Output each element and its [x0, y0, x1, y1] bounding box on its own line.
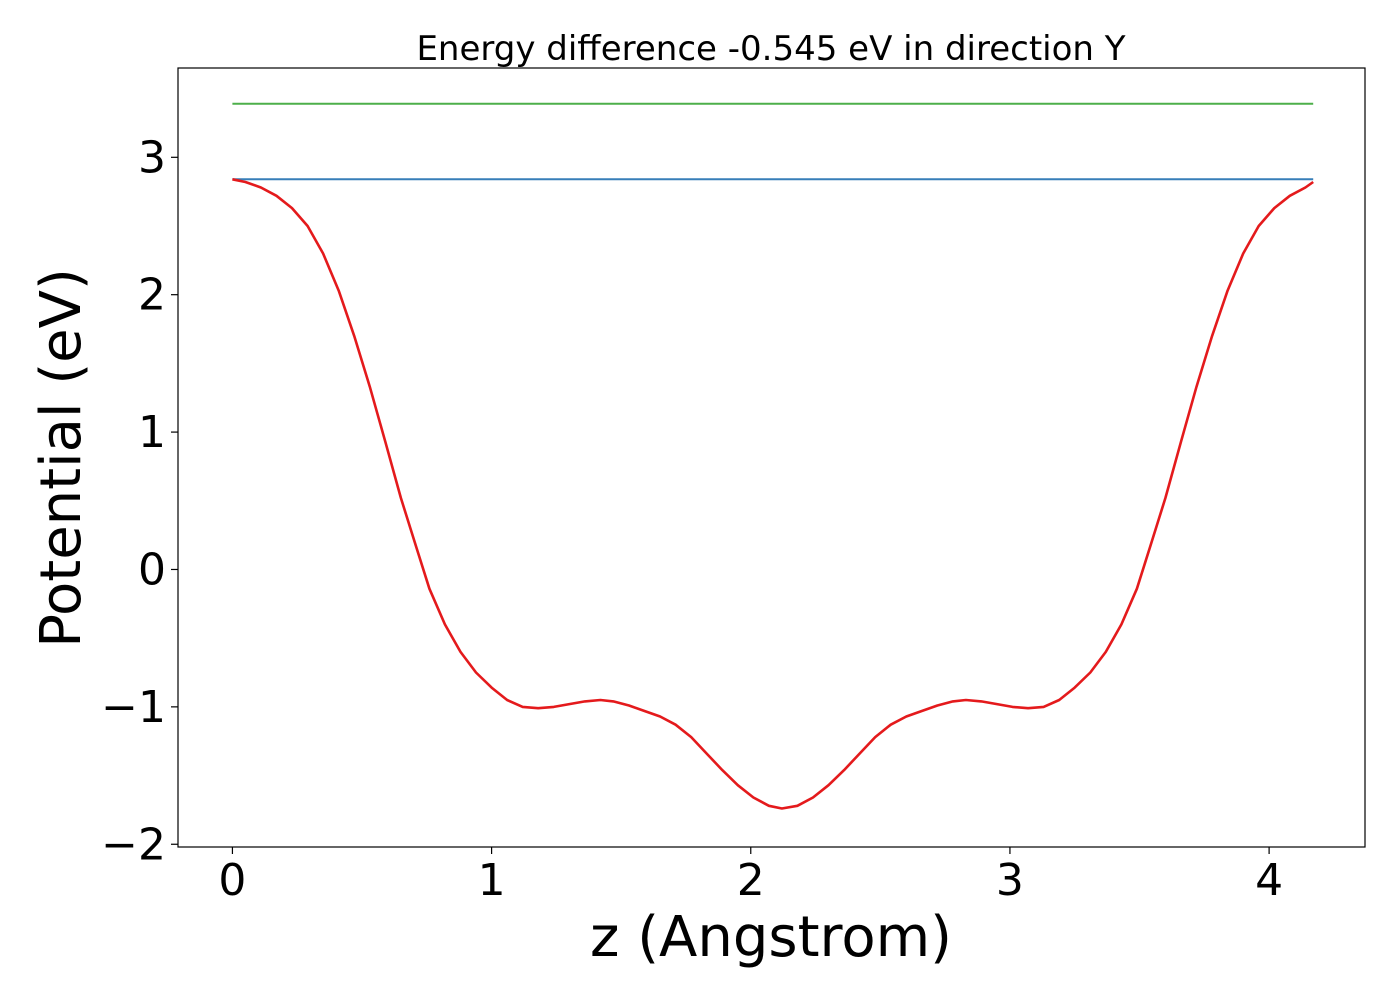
x-axis-ticks: 0 1 2 3 4 [218, 847, 1283, 906]
y-tick-label: −1 [101, 682, 166, 733]
x-tick-label: 4 [1255, 855, 1283, 906]
y-axis-label: Potential (eV) [29, 268, 94, 648]
y-tick-label: 0 [138, 544, 166, 595]
x-tick-label: 0 [218, 855, 246, 906]
y-axis-ticks: −2 −1 0 1 2 3 [101, 132, 178, 870]
series-line-2 [232, 178, 1314, 810]
chart-title: Energy difference -0.545 eV in direction… [416, 29, 1125, 69]
y-tick-label: 1 [138, 407, 166, 458]
x-tick-label: 2 [737, 855, 765, 906]
y-tick-label: 2 [138, 270, 166, 321]
x-tick-label: 3 [996, 855, 1024, 906]
y-tick-label: −2 [101, 819, 166, 870]
y-tick-label: 3 [138, 132, 166, 183]
x-tick-label: 1 [478, 855, 506, 906]
x-axis-label: z (Angstrom) [590, 905, 952, 970]
plot-area [177, 67, 1366, 848]
series-layer [232, 102, 1314, 810]
